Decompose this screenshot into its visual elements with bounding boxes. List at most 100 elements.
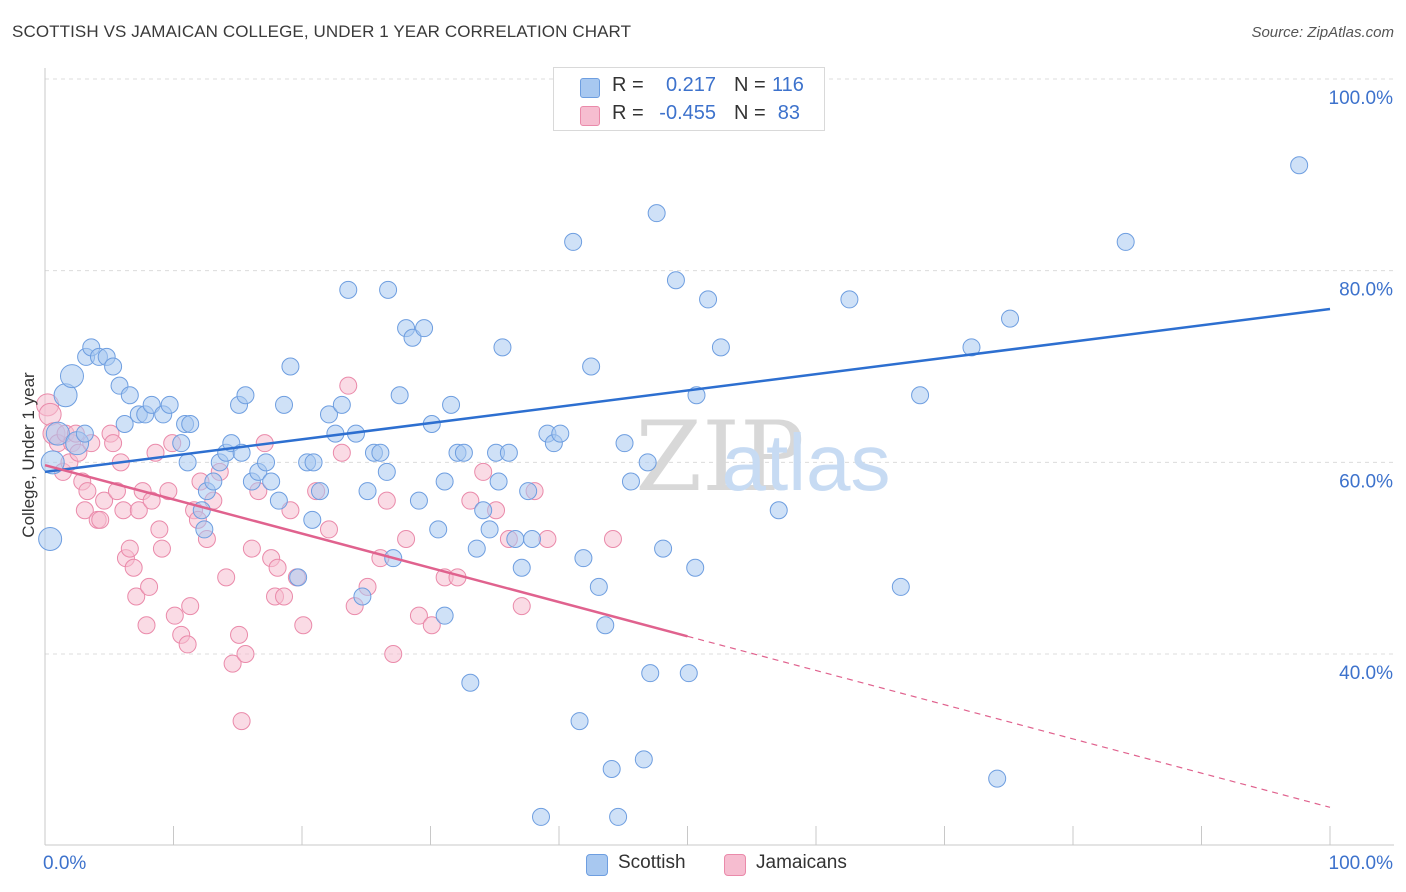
scottish-point bbox=[474, 501, 493, 520]
scottish-point bbox=[303, 510, 322, 529]
scottish-point bbox=[1116, 232, 1135, 251]
scottish-point bbox=[574, 549, 593, 568]
jamaican-point bbox=[275, 587, 294, 606]
scottish-point bbox=[435, 606, 454, 625]
scottish-point bbox=[115, 415, 134, 433]
bottom-legend-label-scottish: Scottish bbox=[618, 852, 686, 873]
scottish-point bbox=[75, 424, 94, 443]
watermark-zip: ZIP bbox=[635, 401, 804, 513]
scottish-trendline bbox=[44, 307, 1331, 474]
legend-r-value: 0.217 bbox=[665, 74, 716, 96]
legend-r-value: -0.455 bbox=[659, 102, 716, 124]
scottish-point bbox=[647, 204, 666, 223]
chart-source: Source: ZipAtlas.com bbox=[1251, 24, 1394, 41]
jamaican-point bbox=[159, 482, 178, 501]
scottish-point bbox=[275, 395, 294, 414]
scottish-point bbox=[654, 539, 673, 558]
jamaican-point bbox=[384, 645, 403, 663]
scottish-point bbox=[1290, 156, 1309, 175]
bottom-legend-swatch-jamaican bbox=[724, 854, 746, 876]
scottish-point bbox=[120, 386, 139, 405]
jamaican-point bbox=[181, 597, 200, 616]
scottish-point bbox=[506, 530, 525, 548]
jamaican-point bbox=[332, 443, 351, 462]
scottish-point bbox=[269, 491, 288, 510]
jamaican-point bbox=[512, 597, 531, 616]
jamaican-point bbox=[129, 501, 148, 520]
jamaican-point bbox=[230, 625, 249, 644]
scottish-point bbox=[609, 807, 628, 826]
scottish-point bbox=[602, 760, 621, 778]
scottish-point bbox=[891, 577, 910, 596]
scottish-point bbox=[281, 357, 300, 376]
legend-row-jamaican: R = -0.455 N = 83 bbox=[554, 100, 824, 128]
scottish-point bbox=[371, 443, 390, 462]
jamaican-point bbox=[236, 645, 255, 663]
jamaican-point bbox=[91, 510, 110, 529]
y-tick-label: 80.0% bbox=[1339, 280, 1393, 301]
scottish-point bbox=[59, 364, 84, 389]
scottish-point bbox=[489, 472, 508, 491]
x-tick-label: 100.0% bbox=[1329, 853, 1394, 874]
jamaican-point bbox=[377, 491, 396, 510]
legend-n-label: N = bbox=[734, 102, 766, 124]
scottish-point bbox=[160, 395, 179, 414]
jamaican-point bbox=[150, 520, 169, 539]
jamaican-point bbox=[95, 491, 114, 510]
scottish-point bbox=[570, 712, 589, 731]
scottish-point bbox=[564, 232, 583, 251]
scottish-point bbox=[442, 395, 461, 414]
jamaican-point bbox=[603, 530, 622, 548]
scottish-point bbox=[178, 453, 197, 472]
scottish-point bbox=[435, 472, 454, 491]
watermark-atlas: atlas bbox=[722, 418, 891, 507]
scottish-point bbox=[195, 520, 214, 539]
bottom-legend-swatch-scottish bbox=[586, 854, 608, 876]
scottish-point bbox=[332, 395, 351, 414]
scottish-point bbox=[711, 338, 730, 357]
scottish-point bbox=[390, 386, 409, 405]
scottish-point bbox=[467, 539, 486, 558]
jamaican-point bbox=[397, 530, 416, 548]
jamaican-point bbox=[140, 577, 159, 596]
jamaican-point bbox=[281, 501, 300, 520]
jamaican-point bbox=[319, 520, 338, 539]
scottish-point bbox=[638, 453, 657, 472]
scottish-point bbox=[551, 424, 570, 443]
scottish-point bbox=[532, 807, 551, 826]
scottish-point bbox=[379, 280, 398, 299]
scottish-point bbox=[582, 357, 601, 376]
scottish-point bbox=[699, 290, 718, 309]
jamaican-point bbox=[538, 530, 557, 548]
scottish-point bbox=[454, 443, 473, 462]
scottish-point bbox=[621, 472, 640, 491]
jamaican-point bbox=[104, 434, 123, 453]
legend-n-label: N = bbox=[734, 74, 766, 96]
scottish-point bbox=[634, 750, 653, 769]
jamaican-point bbox=[165, 606, 184, 625]
jamaican-point bbox=[474, 462, 493, 481]
legend-swatch-scottish bbox=[580, 78, 600, 98]
jamaican-point bbox=[137, 616, 156, 635]
scottish-point bbox=[415, 319, 434, 338]
jamaican-point bbox=[120, 539, 139, 558]
scottish-point bbox=[262, 472, 281, 491]
legend-r-label: R = bbox=[612, 74, 644, 96]
scottish-point bbox=[38, 527, 63, 551]
jamaican-point bbox=[339, 376, 358, 395]
scottish-point bbox=[429, 520, 448, 539]
jamaican-point bbox=[268, 558, 287, 577]
scottish-point bbox=[519, 482, 538, 501]
jamaican-point bbox=[461, 491, 480, 510]
jamaican-point bbox=[178, 635, 197, 654]
scottish-point bbox=[377, 462, 396, 481]
scottish-point bbox=[499, 443, 518, 462]
scottish-point bbox=[358, 482, 377, 501]
jamaican-point bbox=[124, 558, 143, 577]
scottish-point bbox=[480, 520, 499, 539]
scottish-point bbox=[769, 501, 788, 520]
scottish-point bbox=[403, 328, 422, 347]
scottish-point bbox=[236, 386, 255, 405]
scottish-point bbox=[319, 405, 338, 424]
jamaican-point bbox=[217, 568, 236, 587]
